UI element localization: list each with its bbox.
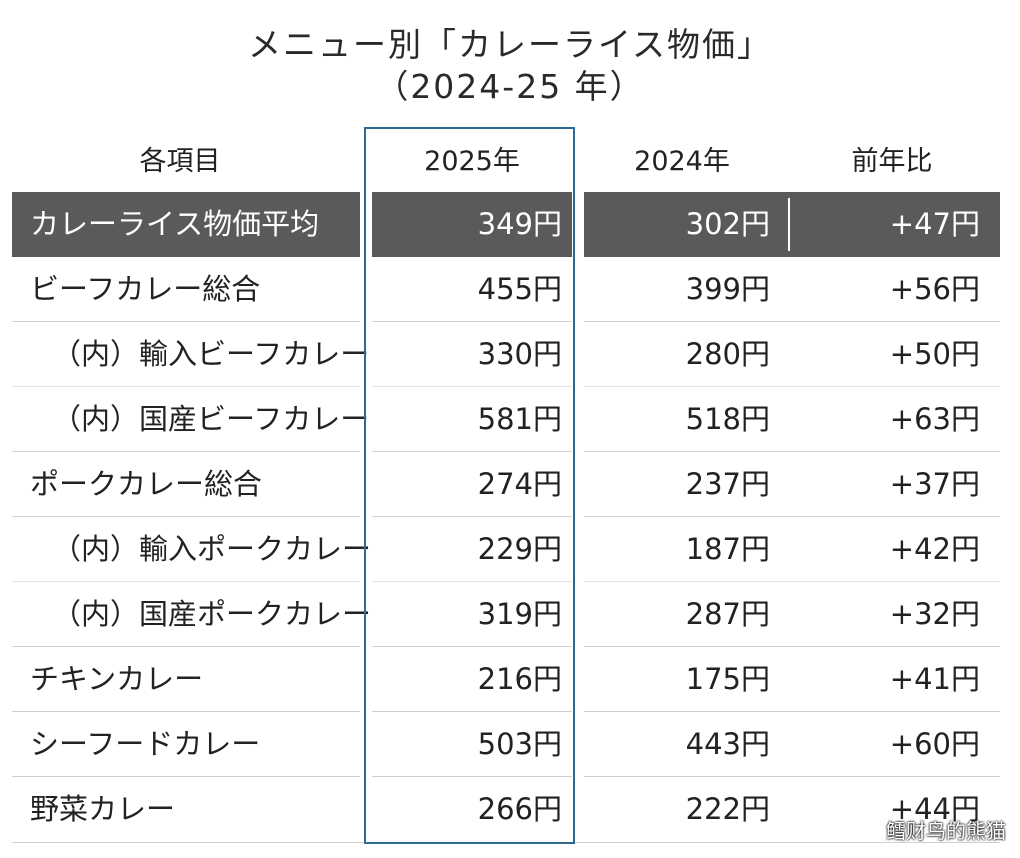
- row-separator: [12, 451, 360, 452]
- row-highlight-background: [584, 192, 1000, 257]
- value-2025: 229円: [477, 532, 562, 566]
- row-separator: [12, 516, 360, 517]
- value-2024: 280円: [685, 337, 770, 371]
- row-label: カレーライス物価平均: [30, 207, 320, 241]
- value-2025: 349円: [477, 207, 562, 241]
- table-row: シーフードカレー 503円 443円 +60円: [12, 712, 1000, 777]
- row-separator: [372, 646, 572, 647]
- column-header-item: 各項目: [139, 146, 221, 177]
- table-row: （内）輸入ポークカレー 229円 187円 +42円: [12, 517, 1000, 582]
- chart-title: メニュー別「カレーライス物価」: [247, 25, 772, 64]
- value-2025: 581円: [477, 402, 562, 436]
- row-label: チキンカレー: [30, 662, 204, 696]
- row-separator: [372, 321, 572, 322]
- row-label: （内）輸入ポークカレー: [52, 532, 372, 566]
- value-yoy: +44円: [889, 792, 980, 826]
- value-2025: 330円: [477, 337, 562, 371]
- row-label: 野菜カレー: [30, 792, 176, 826]
- value-yoy: +32円: [889, 597, 980, 631]
- watermark: 鳕财鸟的熊猫: [886, 819, 1006, 843]
- table-row: 野菜カレー 266円 222円 +44円: [12, 777, 1000, 842]
- value-yoy: +37円: [889, 467, 980, 501]
- table-row: （内）国産ポークカレー 319円 287円 +32円: [12, 582, 1000, 647]
- table-row: ビーフカレー総合 455円 399円 +56円: [12, 257, 1000, 322]
- value-yoy: +56円: [889, 272, 980, 306]
- row-separator: [12, 321, 360, 322]
- value-2025: 266円: [477, 792, 562, 826]
- row-separator: [12, 581, 360, 582]
- table-bottom-border: [12, 842, 1000, 843]
- row-separator: [372, 776, 572, 777]
- row-separator: [584, 776, 1000, 777]
- table-row: ポークカレー総合 274円 237円 +37円: [12, 452, 1000, 517]
- row-separator: [584, 516, 1000, 517]
- row-separator: [372, 386, 572, 387]
- value-2024: 175円: [685, 662, 770, 696]
- value-yoy: +42円: [889, 532, 980, 566]
- table-row-average: カレーライス物価平均 349円 302円 +47円: [12, 192, 1000, 257]
- chart-subtitle: （2024-25 年）: [375, 67, 645, 106]
- table-row: （内）国産ビーフカレー 581円 518円 +63円: [12, 387, 1000, 452]
- row-separator: [372, 711, 572, 712]
- row-separator: [584, 386, 1000, 387]
- value-2024: 287円: [685, 597, 770, 631]
- value-yoy: +50円: [889, 337, 980, 371]
- row-separator: [12, 776, 360, 777]
- value-2024: 187円: [685, 532, 770, 566]
- row-separator: [12, 646, 360, 647]
- row-label: ビーフカレー総合: [30, 272, 261, 306]
- row-label: ポークカレー総合: [30, 467, 263, 501]
- value-2025: 503円: [477, 727, 562, 761]
- row-separator: [12, 386, 360, 387]
- table-row: チキンカレー 216円 175円 +41円: [12, 647, 1000, 712]
- row-separator: [372, 581, 572, 582]
- row-separator: [12, 711, 360, 712]
- column-header-yoy: 前年比: [851, 146, 933, 177]
- value-2025: 319円: [477, 597, 562, 631]
- row-label: シーフードカレー: [30, 727, 261, 761]
- row-label: （内）輸入ビーフカレー: [52, 337, 370, 371]
- value-2024: 222円: [685, 792, 770, 826]
- row-separator: [584, 646, 1000, 647]
- value-yoy: +47円: [889, 207, 980, 241]
- row-separator: [584, 581, 1000, 582]
- value-2025: 216円: [477, 662, 562, 696]
- highlight-divider: [788, 198, 790, 251]
- row-label: （内）国産ポークカレー: [52, 597, 372, 631]
- row-label: （内）国産ビーフカレー: [52, 402, 370, 436]
- value-2024: 302円: [685, 207, 770, 241]
- row-separator: [584, 711, 1000, 712]
- column-header-2024: 2024年: [634, 146, 730, 177]
- value-yoy: +41円: [889, 662, 980, 696]
- value-yoy: +63円: [889, 402, 980, 436]
- table-row: （内）輸入ビーフカレー 330円 280円 +50円: [12, 322, 1000, 387]
- value-2024: 518円: [685, 402, 770, 436]
- column-header-2025: 2025年: [424, 146, 520, 177]
- value-2024: 399円: [685, 272, 770, 306]
- row-separator: [584, 321, 1000, 322]
- row-highlight-background: [12, 192, 360, 257]
- row-separator: [372, 451, 572, 452]
- value-2024: 443円: [685, 727, 770, 761]
- row-highlight-background: [372, 192, 572, 257]
- row-separator: [584, 451, 1000, 452]
- value-yoy: +60円: [889, 727, 980, 761]
- value-2025: 274円: [477, 467, 562, 501]
- value-2024: 237円: [685, 467, 770, 501]
- value-2025: 455円: [477, 272, 562, 306]
- row-separator: [372, 516, 572, 517]
